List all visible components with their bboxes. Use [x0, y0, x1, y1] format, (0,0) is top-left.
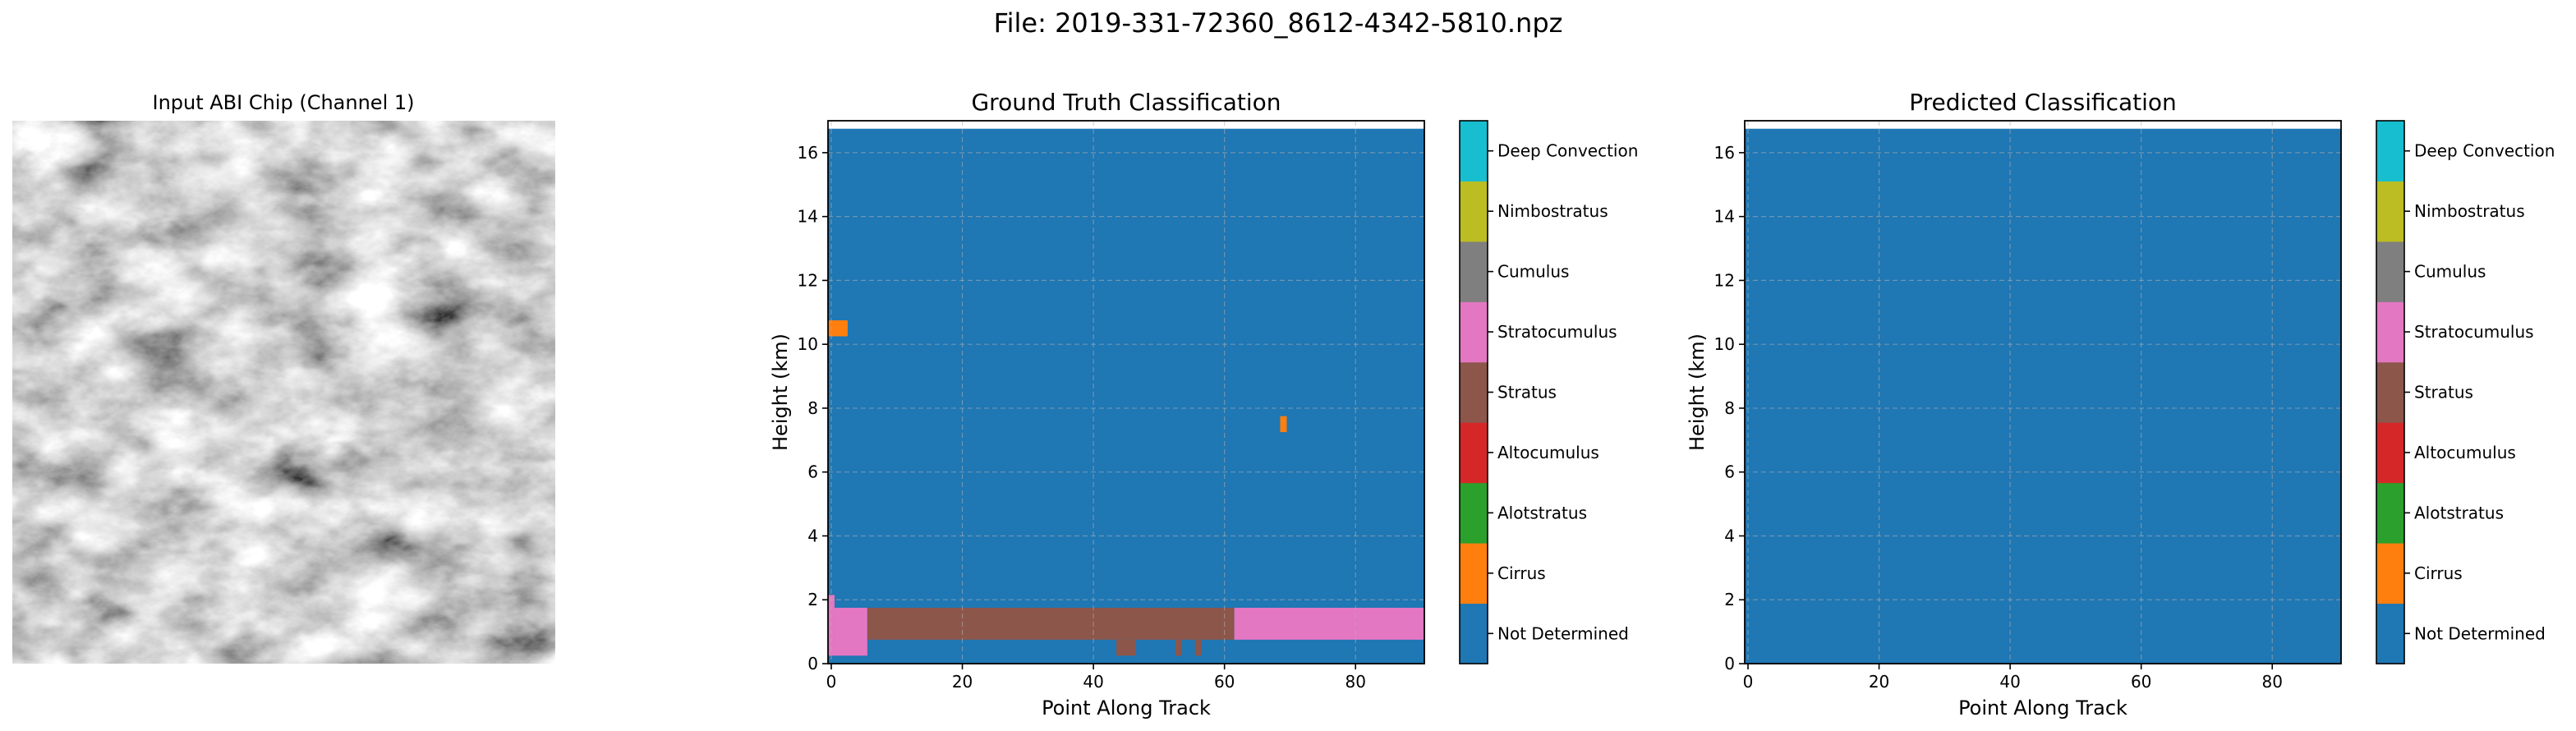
- class-region-stratus: [1194, 639, 1202, 656]
- panel-title: Ground Truth Classification: [971, 89, 1281, 116]
- colorbar-label: Cirrus: [1497, 563, 1546, 583]
- x-tick-label: 40: [1999, 672, 2020, 692]
- x-tick-label: 80: [2262, 672, 2283, 692]
- colorbar-label: Alotstratus: [1497, 503, 1587, 522]
- y-tick-label: 12: [1714, 270, 1735, 290]
- y-tick-label: 8: [807, 398, 818, 418]
- axes-frame: [827, 120, 1425, 664]
- colorbar-swatch-deep-convection: [2376, 121, 2404, 182]
- y-tick-label: 6: [807, 462, 818, 482]
- class-region-cirrus: [1280, 416, 1287, 433]
- colorbar-label: Altocumulus: [2414, 443, 2516, 462]
- colorbar-label: Cumulus: [1497, 262, 1569, 282]
- colorbar-swatch-not-determined: [2376, 603, 2404, 664]
- colorbar-swatch-stratocumulus: [1460, 301, 1488, 363]
- colorbar-label: Alotstratus: [2414, 503, 2504, 522]
- class-region-stratus: [1175, 639, 1182, 656]
- colorbar-label: Cumulus: [2414, 262, 2486, 282]
- ground-truth-colorbar: Not Determined Cirrus Alotstratus Altocumul…: [1459, 120, 1638, 664]
- colorbar-swatch-nimbostratus: [2376, 181, 2404, 242]
- colorbar-swatch-cirrus: [1460, 543, 1488, 605]
- colorbar-label: Deep Convection: [1497, 141, 1638, 161]
- x-tick-label: 60: [1214, 672, 1235, 692]
- y-tick-label: 16: [1714, 143, 1735, 163]
- y-axis-label: Height (km): [769, 333, 792, 451]
- figure-suptitle: File: 2019-331-72360_8612-4342-5810.npz: [994, 7, 1563, 39]
- colorbar-swatch-stratus: [2376, 361, 2404, 423]
- y-tick-label: 0: [807, 654, 818, 674]
- colorbar-label: Altocumulus: [1497, 443, 1599, 462]
- y-tick-label: 12: [798, 270, 818, 290]
- x-tick-label: 20: [1869, 672, 1889, 692]
- colorbar-swatch-cumulus: [1460, 241, 1488, 302]
- predicted-colorbar: Not Determined Cirrus Alotstratus Altocumul…: [2376, 120, 2555, 664]
- y-axis-label: Height (km): [1686, 333, 1709, 451]
- class-region-background: [828, 128, 1424, 664]
- y-tick-label: 10: [1714, 334, 1735, 354]
- colorbar-label: Stratus: [1497, 383, 1557, 402]
- colorbar-label: Not Determined: [1497, 623, 1629, 643]
- y-tick-label: 8: [1724, 398, 1735, 418]
- y-tick-label: 4: [807, 526, 818, 545]
- y-tick-label: 10: [798, 334, 818, 354]
- y-tick-label: 6: [1724, 462, 1735, 482]
- class-region-background: [1745, 128, 2341, 664]
- x-tick-label: 0: [826, 672, 837, 692]
- x-tick-label: 60: [2131, 672, 2151, 692]
- x-tick-label: 80: [1346, 672, 1366, 692]
- y-tick-label: 14: [1714, 207, 1735, 227]
- x-tick-label: 20: [952, 672, 973, 692]
- colorbar-label: Stratus: [2414, 383, 2473, 402]
- colorbar-label: Nimbostratus: [1497, 201, 1608, 221]
- colorbar-swatch-not-determined: [1460, 603, 1488, 664]
- ground-truth-panel: 0 20 40 60 80 0 2 4 6 8 10 12 14 16 Ground Truth Class…: [769, 89, 1425, 720]
- class-region-cirrus: [828, 320, 848, 337]
- colorbar-label: Not Determined: [2414, 623, 2546, 643]
- class-region-stratocumulus: [1234, 607, 1424, 640]
- colorbar-swatch-alotstratus: [2376, 482, 2404, 544]
- input-abi-image: [12, 121, 555, 664]
- x-tick-label: 0: [1743, 672, 1754, 692]
- colorbar-swatch-alotstratus: [1460, 482, 1488, 544]
- y-tick-label: 0: [1724, 654, 1735, 674]
- y-tick-label: 2: [807, 590, 818, 609]
- colorbar-swatch-stratocumulus: [2376, 301, 2404, 363]
- y-tick-label: 16: [798, 143, 818, 163]
- colorbar-label: Deep Convection: [2414, 141, 2555, 161]
- y-tick-label: 2: [1724, 590, 1735, 609]
- colorbar-swatch-stratus: [1460, 361, 1488, 423]
- colorbar-swatch-altocumulus: [1460, 422, 1488, 484]
- x-axis-label: Point Along Track: [1958, 697, 2128, 720]
- class-region-stratocumulus: [834, 607, 867, 656]
- y-tick-label: 4: [1724, 526, 1735, 545]
- class-region-stratus: [1116, 639, 1136, 656]
- colorbar-swatch-cirrus: [2376, 543, 2404, 605]
- colorbar-label: Stratocumulus: [2414, 322, 2534, 342]
- colorbar-label: Nimbostratus: [2414, 201, 2525, 221]
- axes-frame: [1744, 120, 2342, 664]
- class-region-stratus: [867, 607, 1235, 640]
- panel-title: Predicted Classification: [1909, 89, 2177, 116]
- colorbar-swatch-nimbostratus: [1460, 181, 1488, 242]
- colorbar-label: Stratocumulus: [1497, 322, 1617, 342]
- input-image-title: Input ABI Chip (Channel 1): [152, 91, 414, 114]
- colorbar-label: Cirrus: [2414, 563, 2463, 583]
- colorbar-swatch-cumulus: [2376, 241, 2404, 302]
- y-tick-label: 14: [798, 207, 818, 227]
- predicted-panel: 0 20 40 60 80 0 2 4 6 8 10 12 14 16 Predicted Classifi…: [1686, 89, 2342, 720]
- colorbar-swatch-deep-convection: [1460, 121, 1488, 182]
- x-axis-label: Point Along Track: [1042, 697, 1211, 720]
- x-tick-label: 40: [1083, 672, 1103, 692]
- colorbar-swatch-altocumulus: [2376, 422, 2404, 484]
